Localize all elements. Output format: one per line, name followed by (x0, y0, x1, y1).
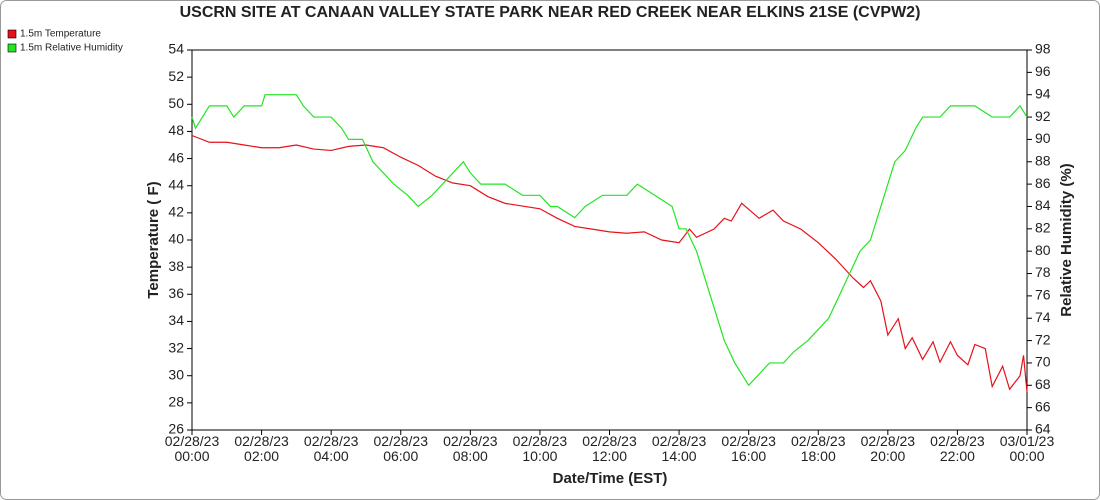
x-tick-label: 02/28/23 16:00 (721, 433, 776, 464)
y-tick-label: 30 (168, 366, 184, 382)
x-tick-label: 02/28/23 10:00 (512, 433, 568, 464)
legend-swatch (7, 29, 17, 39)
y-tick-label: 42 (168, 204, 184, 220)
x-tick-label: 02/28/23 22:00 (930, 433, 985, 464)
x-tick-label: 02/28/23 06:00 (373, 433, 429, 464)
x-tick-label: 02/28/23 04:00 (303, 433, 359, 464)
y-tick-label: 28 (168, 394, 184, 410)
legend-label: 1.5m Temperature (20, 29, 101, 40)
y2-tick-label: 66 (1035, 398, 1051, 414)
y-tick-label: 34 (168, 312, 184, 328)
y2-tick-label: 96 (1035, 63, 1051, 79)
legend-label: 1.5m Relative Humidity (20, 43, 123, 54)
y-tick-label: 46 (168, 149, 184, 165)
y-axis-label: Temperature ( F) (145, 181, 162, 298)
plot-area (191, 49, 1028, 431)
y2-axis-label: Relative Humidity (%) (1058, 163, 1075, 316)
y-tick-label: 50 (168, 95, 184, 111)
y2-tick-label: 70 (1035, 354, 1051, 370)
y2-tick-label: 72 (1035, 331, 1051, 347)
y2-tick-label: 86 (1035, 175, 1051, 191)
y-tick-label: 52 (168, 68, 184, 84)
y2-tick-label: 84 (1035, 197, 1051, 213)
y-tick-label: 44 (168, 176, 184, 192)
y2-tick-label: 90 (1035, 130, 1051, 146)
y2-tick-label: 74 (1035, 309, 1051, 325)
x-tick-label: 02/28/23 02:00 (234, 433, 289, 464)
x-tick-label: 02/28/23 18:00 (791, 433, 846, 464)
y2-tick-label: 82 (1035, 220, 1051, 236)
series-line (191, 134, 1028, 393)
y-tick-label: 32 (168, 339, 184, 355)
x-tick-label: 02/28/23 00:00 (164, 433, 220, 464)
y2-tick-label: 80 (1035, 242, 1051, 258)
x-tick-label: 02/28/23 14:00 (651, 433, 707, 464)
y-tick-label: 26 (168, 421, 184, 437)
y-tick-label: 40 (168, 231, 184, 247)
x-tick-label: 02/28/23 12:00 (582, 433, 637, 464)
y2-tick-label: 92 (1035, 108, 1051, 124)
x-axis-label: Date/Time (EST) (553, 470, 668, 487)
y2-tick-label: 68 (1035, 376, 1051, 392)
y2-tick-label: 76 (1035, 287, 1051, 303)
x-tick-label: 02/28/23 08:00 (443, 433, 498, 464)
x-tick-label: 03/01/23 00:00 (999, 433, 1055, 464)
y2-tick-label: 78 (1035, 264, 1051, 280)
y2-tick-label: 94 (1035, 85, 1051, 101)
y2-tick-label: 98 (1035, 41, 1051, 57)
y-tick-label: 54 (168, 41, 184, 57)
legend-swatch (7, 43, 17, 53)
y-tick-label: 36 (168, 285, 184, 301)
y2-tick-label: 88 (1035, 152, 1051, 168)
y-tick-label: 38 (168, 258, 184, 274)
y2-tick-label: 64 (1035, 421, 1051, 437)
series-line (191, 94, 1028, 387)
y-tick-label: 48 (168, 122, 184, 138)
x-tick-label: 02/28/23 20:00 (860, 433, 916, 464)
chart-title: USCRN SITE AT CANAAN VALLEY STATE PARK N… (180, 4, 921, 21)
